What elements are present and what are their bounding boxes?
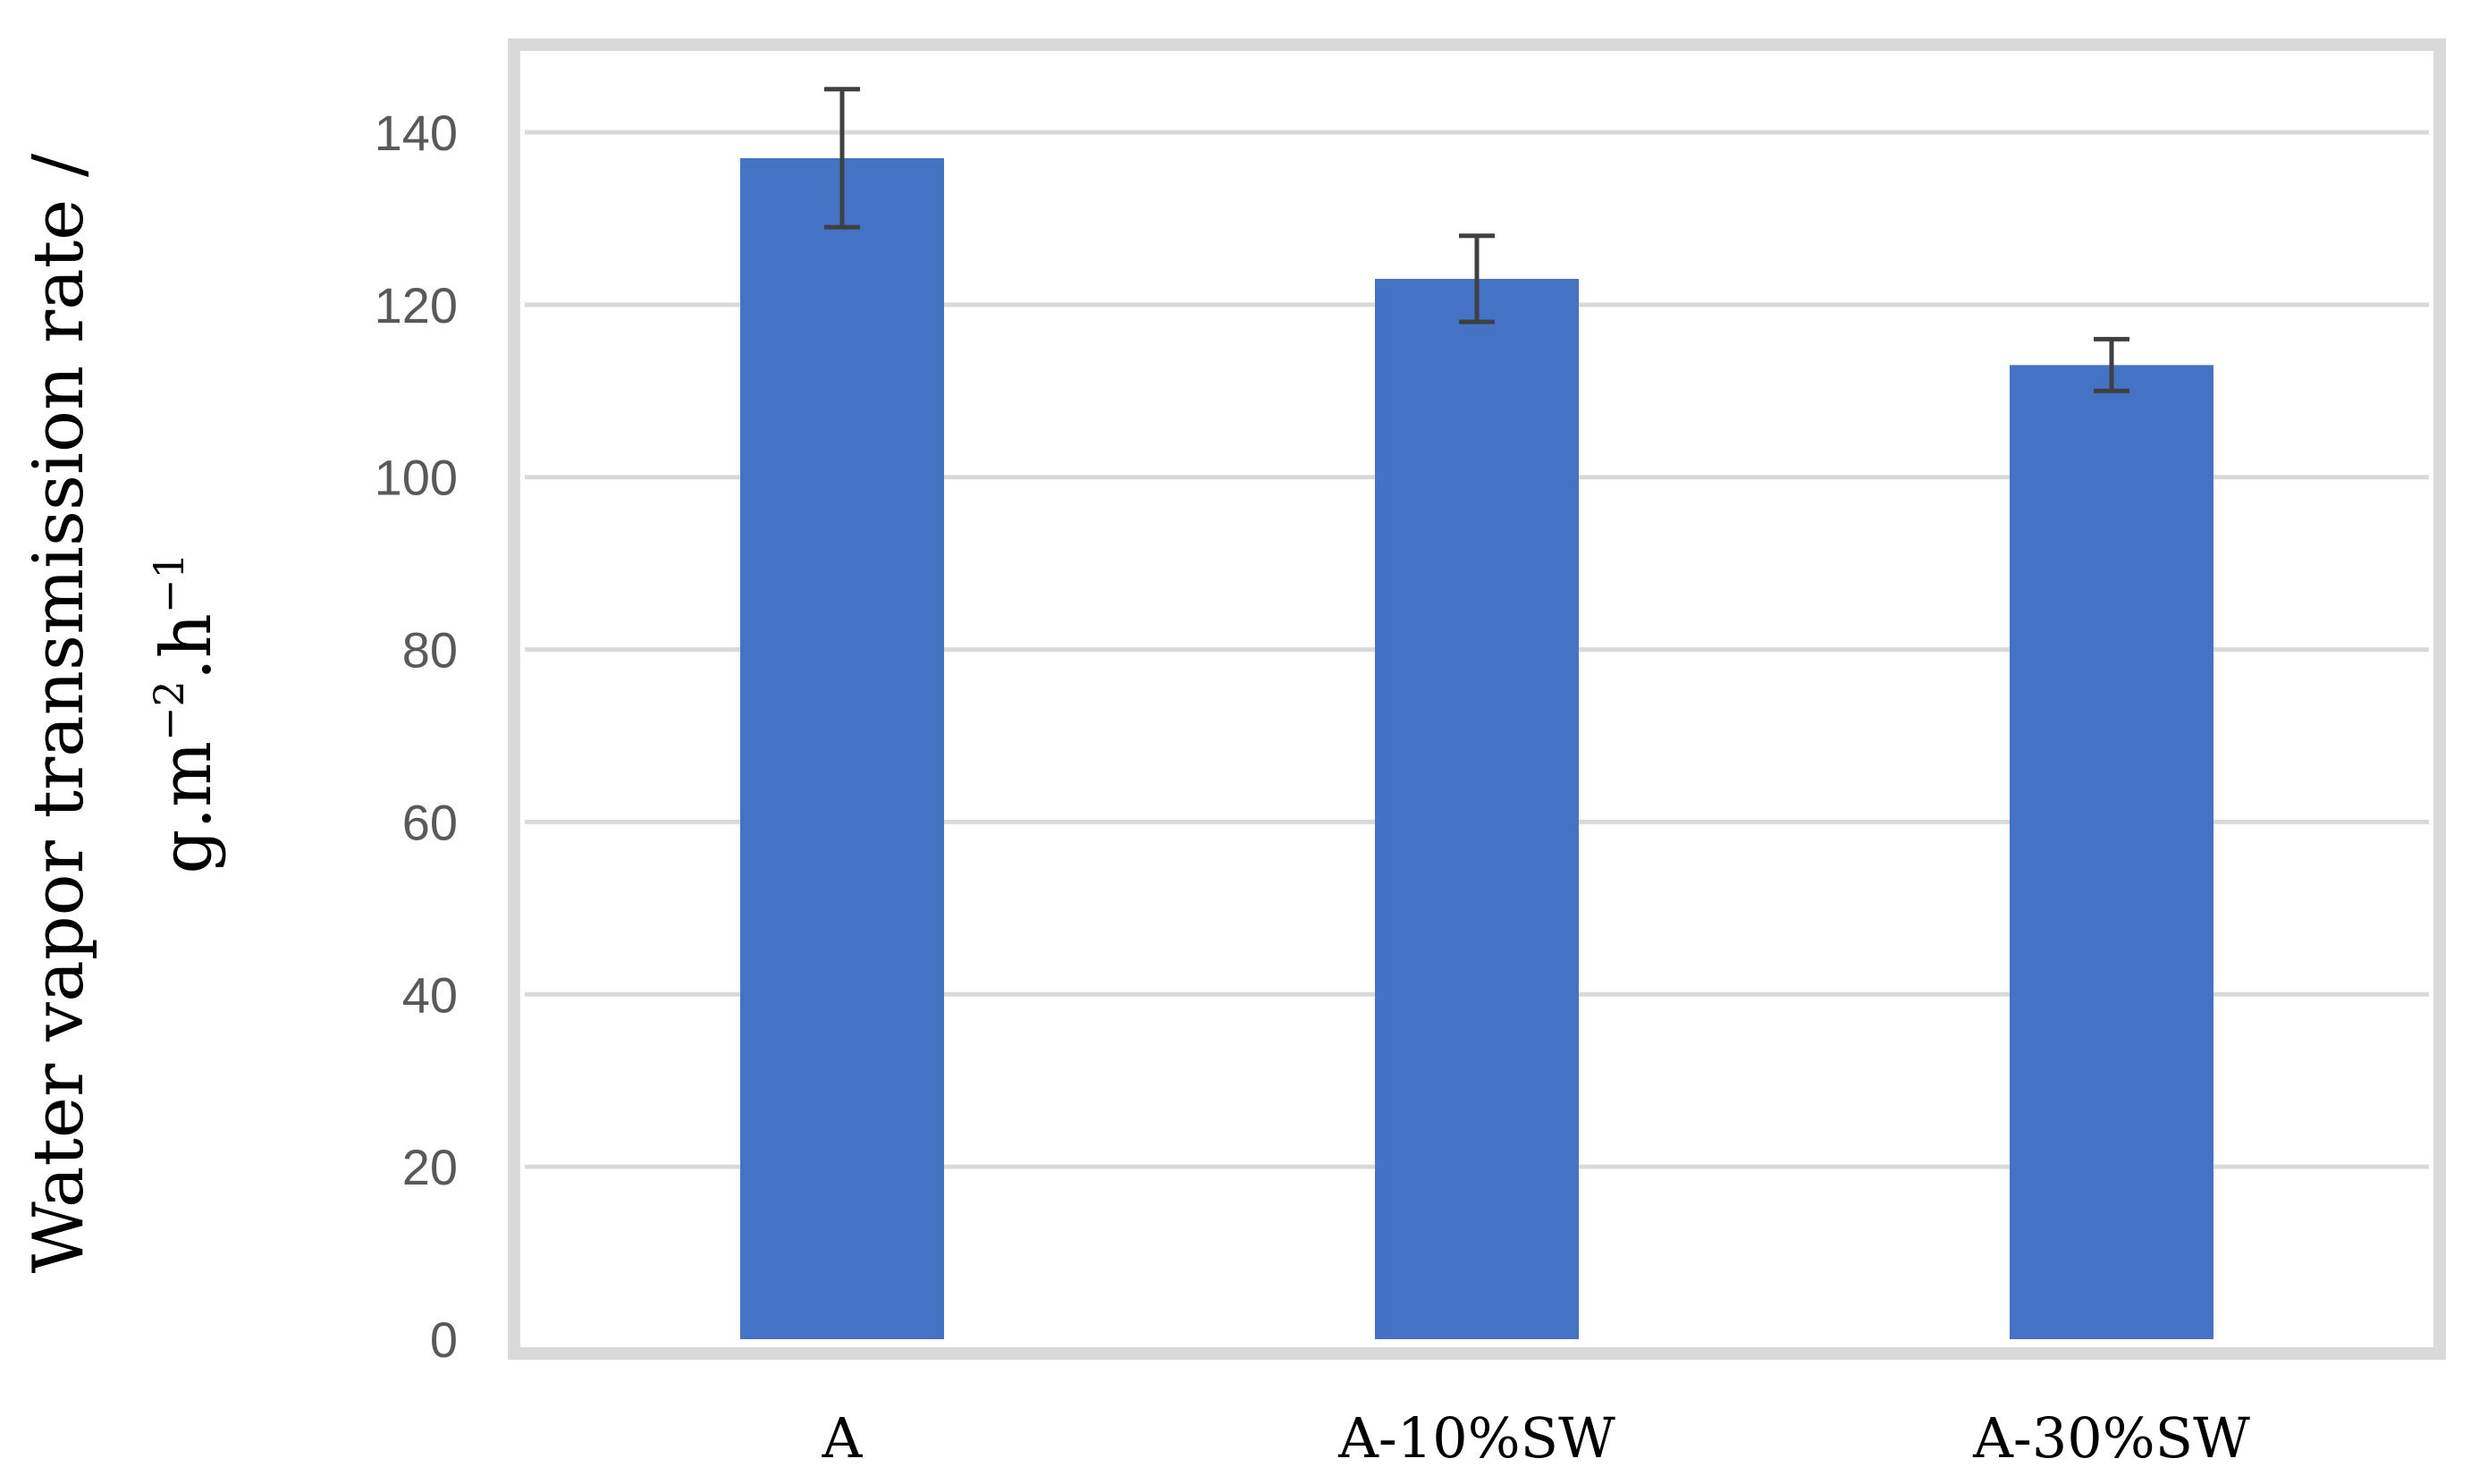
- bar-1: [740, 157, 944, 1339]
- error-bars: [824, 87, 2129, 393]
- bar-2: [1375, 278, 1579, 1339]
- error-bar-3: [2094, 336, 2129, 393]
- y-tick-label-20: 20: [402, 1139, 458, 1195]
- y-tick-label-40: 40: [402, 966, 458, 1023]
- y-axis-ticks: 0 20 40 60 80 100 120 140: [375, 105, 458, 1368]
- y-tick-label-80: 80: [402, 622, 458, 679]
- y-axis-title-line1: Water vapor transmission rate /: [19, 153, 99, 1273]
- x-category-label-1: A: [822, 1405, 864, 1471]
- plot-area: [508, 38, 2446, 1360]
- y-tick-label-140: 140: [375, 105, 458, 161]
- x-axis-categories: A A-10%SW A-30%SW: [822, 1405, 2251, 1471]
- y-tick-label-60: 60: [402, 794, 458, 850]
- bar-3: [2010, 365, 2213, 1339]
- error-bar-2: [1459, 233, 1495, 325]
- y-axis-unit-mid: .h: [147, 613, 227, 680]
- y-axis-unit-exp1: −2: [145, 680, 193, 741]
- y-axis-unit-exp2: −1: [145, 552, 193, 613]
- y-axis-unit-base: g.m: [147, 741, 227, 874]
- x-category-label-3: A-30%SW: [1972, 1405, 2250, 1471]
- error-bar-1: [824, 87, 860, 230]
- x-category-label-2: A-10%SW: [1337, 1405, 1615, 1471]
- plot-border: [508, 38, 2446, 1360]
- y-tick-label-120: 120: [375, 277, 458, 333]
- bars: [740, 157, 2213, 1339]
- y-tick-label-0: 0: [430, 1311, 458, 1368]
- y-axis-title-line2: g.m−2.h−1: [145, 552, 227, 873]
- y-tick-label-100: 100: [375, 450, 458, 506]
